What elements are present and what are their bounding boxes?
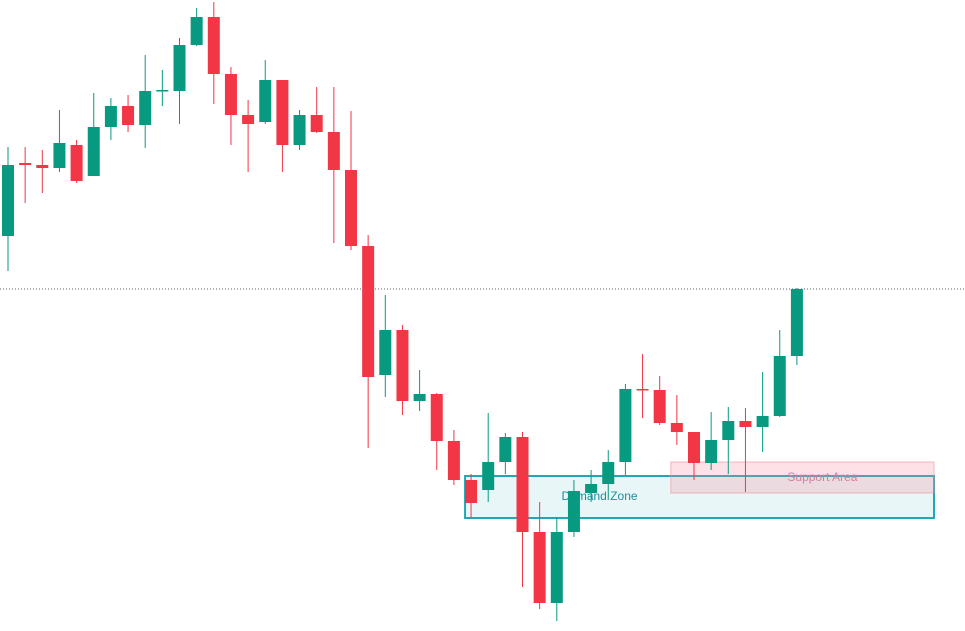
candle-body (2, 165, 14, 236)
candle-body (447, 441, 460, 480)
candle-body (190, 17, 203, 45)
candle-body (70, 145, 83, 181)
zone (670, 461, 935, 494)
candle-body (224, 74, 237, 115)
candle-body (790, 289, 803, 356)
candle-body (756, 416, 769, 427)
candle-body (465, 480, 478, 503)
candle-body (567, 491, 580, 532)
zone-label: Support Area (787, 470, 857, 484)
candle-body (653, 390, 666, 423)
candle-body (362, 246, 375, 377)
candle-body (122, 106, 135, 125)
candle-body (19, 163, 32, 165)
candle-body (104, 106, 117, 127)
candle-body (705, 440, 718, 463)
candle-body (207, 17, 220, 74)
zone (464, 475, 935, 519)
candle-body (173, 45, 186, 91)
candle-body (602, 462, 615, 484)
candle-body (53, 143, 66, 168)
candle-body (242, 115, 255, 124)
candle-body (619, 389, 632, 462)
candle-body (670, 423, 683, 432)
candle-body (310, 115, 323, 132)
candle-body (533, 532, 546, 603)
zone-label: Demand Zone (562, 489, 638, 503)
candle-body (259, 80, 272, 122)
candle-body (516, 437, 529, 532)
candle-body (550, 532, 563, 603)
candle-body (327, 132, 340, 170)
candle-body (482, 462, 495, 490)
candle-body (87, 127, 100, 176)
candle-body (293, 115, 306, 145)
candle-body (345, 170, 357, 246)
candle-body (739, 421, 752, 427)
candle-body (636, 389, 649, 391)
candle-body (499, 437, 512, 462)
candle-body (396, 330, 409, 401)
candle-body (156, 90, 169, 92)
candle-body (276, 80, 289, 145)
candle-body (430, 394, 443, 441)
candle-body (773, 356, 786, 416)
candle-body (688, 432, 700, 463)
candle-body (413, 394, 426, 401)
candle-body (139, 91, 152, 125)
candle-body (722, 421, 735, 440)
candle-body (585, 484, 598, 493)
candle-body (379, 330, 392, 375)
candle-body (36, 165, 49, 168)
